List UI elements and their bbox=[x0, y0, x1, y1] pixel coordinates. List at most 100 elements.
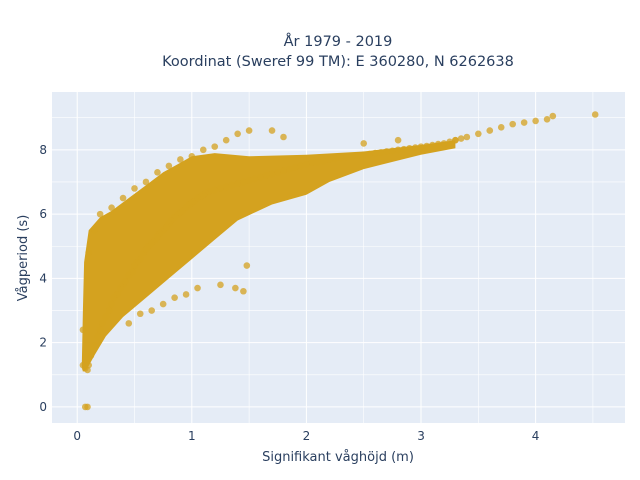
scatter-point bbox=[148, 307, 156, 314]
scatter-point bbox=[280, 167, 287, 175]
y-tick-label: 0 bbox=[39, 400, 47, 414]
scatter-point bbox=[331, 155, 339, 163]
scatter-point bbox=[159, 300, 167, 308]
scatter-point bbox=[217, 281, 224, 289]
scatter-point bbox=[314, 158, 322, 166]
scatter-point bbox=[114, 291, 121, 298]
scatter-point bbox=[429, 141, 436, 149]
scatter-point bbox=[280, 133, 287, 141]
scatter-point bbox=[79, 326, 87, 334]
scatter-point bbox=[406, 144, 413, 152]
scatter-point bbox=[232, 284, 239, 292]
scatter-point bbox=[91, 342, 98, 350]
y-tick-label: 2 bbox=[39, 336, 47, 350]
scatter-point bbox=[377, 149, 385, 156]
scatter-point bbox=[243, 262, 251, 269]
scatter-point bbox=[383, 148, 390, 155]
scatter-point bbox=[245, 177, 253, 184]
scatter-point bbox=[543, 116, 551, 123]
scatter-point bbox=[131, 185, 138, 192]
scatter-point bbox=[343, 153, 350, 161]
scatter-point bbox=[446, 138, 453, 146]
scatter-point bbox=[520, 119, 528, 126]
scatter-point bbox=[108, 204, 115, 211]
scatter-point bbox=[85, 361, 92, 369]
scatter-point bbox=[434, 140, 442, 148]
scatter-point bbox=[125, 320, 133, 327]
scatter-point bbox=[257, 173, 264, 181]
scatter-point bbox=[497, 124, 505, 131]
scatter-point bbox=[360, 151, 368, 158]
scatter-point bbox=[411, 144, 419, 151]
scatter-point bbox=[509, 120, 516, 128]
y-tick-label: 4 bbox=[39, 271, 47, 285]
scatter-point bbox=[440, 140, 448, 147]
dense-point-region bbox=[81, 140, 456, 372]
x-tick-label: 4 bbox=[532, 429, 540, 443]
scatter-point bbox=[245, 127, 253, 134]
scatter-point bbox=[274, 169, 282, 176]
scatter-point bbox=[475, 130, 482, 138]
scatter-point bbox=[423, 142, 431, 150]
scatter-point bbox=[263, 172, 270, 179]
scatter-point bbox=[394, 146, 402, 154]
scatter-point bbox=[452, 136, 459, 144]
scatter-point bbox=[320, 157, 327, 165]
scatter-point bbox=[234, 130, 241, 138]
scatter-point bbox=[457, 135, 465, 142]
scatter-point bbox=[211, 186, 219, 194]
scatter-point bbox=[400, 145, 408, 153]
scatter-point bbox=[165, 162, 173, 170]
scatter-point bbox=[188, 152, 196, 160]
scatter-point bbox=[234, 180, 241, 187]
scatter-point bbox=[122, 278, 129, 285]
scatter-point bbox=[222, 183, 230, 191]
scatter-point bbox=[119, 194, 127, 202]
scatter-point bbox=[84, 403, 91, 411]
scatter-point bbox=[251, 175, 259, 183]
scatter-point bbox=[591, 111, 599, 118]
scatter-point bbox=[154, 169, 161, 176]
scatter-point bbox=[222, 136, 230, 144]
scatter-point bbox=[371, 149, 379, 157]
scatter-point bbox=[337, 154, 345, 162]
tick-labels: 0 1 2 3 4 0 2 4 6 8 bbox=[39, 143, 539, 443]
scatter-point bbox=[240, 178, 247, 186]
x-tick-label: 1 bbox=[188, 429, 196, 443]
x-tick-label: 3 bbox=[417, 429, 425, 443]
scatter-point bbox=[268, 127, 276, 134]
scatter-point bbox=[136, 255, 144, 263]
scatter-point bbox=[108, 300, 115, 308]
scatter-point bbox=[205, 188, 213, 195]
scatter-point bbox=[389, 147, 396, 155]
scatter-point bbox=[96, 326, 104, 334]
scatter-point bbox=[106, 307, 113, 314]
scatter-point bbox=[85, 249, 92, 256]
scatter-point bbox=[240, 287, 247, 295]
scatter-point bbox=[228, 181, 236, 189]
y-axis-title: Vågperiod (s) bbox=[16, 215, 31, 302]
scatter-point bbox=[199, 146, 207, 154]
scatter-point bbox=[326, 156, 333, 163]
scatter-point bbox=[171, 294, 178, 301]
scatter-point bbox=[99, 320, 106, 327]
scatter-point bbox=[87, 352, 95, 359]
scatter-point bbox=[549, 112, 557, 120]
chart-title-line1: År 1979 - 2019 bbox=[284, 33, 393, 50]
x-axis-title: Signifikant våghöjd (m) bbox=[262, 450, 414, 465]
scatter-point bbox=[366, 150, 373, 158]
scatter-point bbox=[96, 210, 104, 218]
chart-title-line2: Koordinat (Sweref 99 TM): E 360280, N 62… bbox=[162, 54, 514, 70]
scatter-point bbox=[94, 332, 102, 340]
scatter-point bbox=[297, 162, 304, 170]
scatter-point bbox=[142, 178, 150, 186]
y-tick-label: 8 bbox=[39, 143, 47, 157]
scatter-point bbox=[486, 127, 494, 134]
scatter-point bbox=[211, 143, 219, 150]
y-tick-label: 6 bbox=[39, 207, 47, 221]
point-cloud bbox=[81, 140, 456, 372]
scatter-point bbox=[360, 140, 368, 147]
scatter-point bbox=[463, 133, 471, 141]
